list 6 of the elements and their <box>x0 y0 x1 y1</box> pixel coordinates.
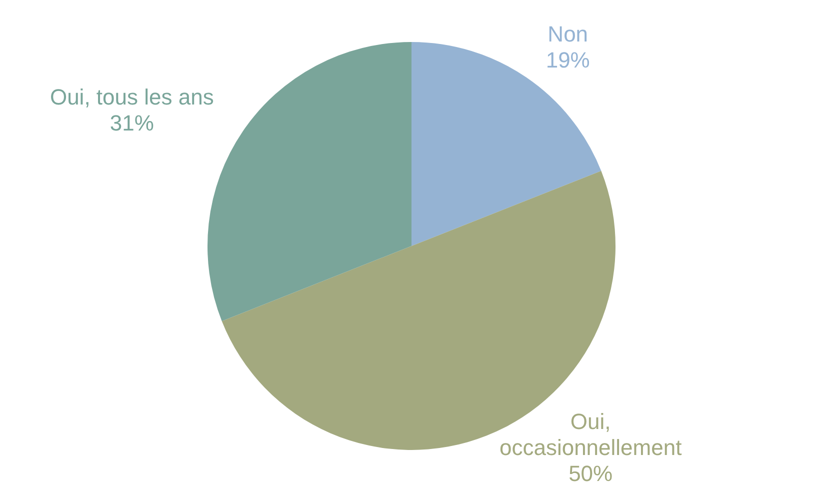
slice-label: Oui, tous les ans <box>50 84 214 110</box>
data-label: 19% <box>546 47 590 72</box>
slice-label: Oui, occasionnellement <box>499 409 682 460</box>
data-label: 31% <box>110 110 154 136</box>
data-label: 50% <box>568 461 613 486</box>
slice-label: Non <box>548 21 588 46</box>
